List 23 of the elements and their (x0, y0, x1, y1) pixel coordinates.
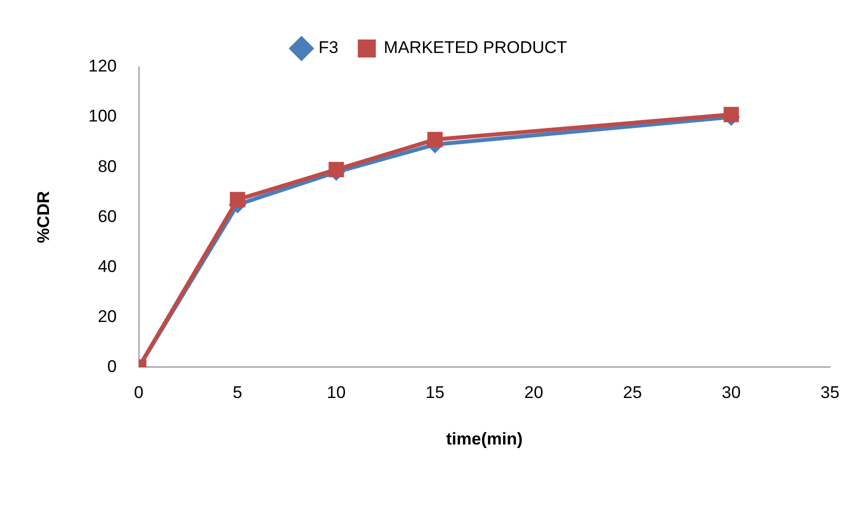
x-axis-title: time(min) (446, 429, 523, 448)
point (724, 106, 739, 122)
x-tick-label: 10 (326, 383, 346, 402)
y-tick-label: 40 (98, 256, 117, 276)
point (230, 192, 246, 208)
y-tick-label: 100 (88, 106, 117, 126)
x-tick-label: 5 (232, 383, 242, 402)
x-tick-label: 25 (623, 383, 642, 402)
x-tick-label: 0 (134, 383, 144, 402)
y-tick-label: 0 (107, 356, 117, 376)
x-tick-label: 35 (820, 383, 840, 402)
x-tick-label: 15 (426, 383, 444, 402)
y-tick-label: 20 (98, 306, 117, 326)
point (427, 132, 443, 148)
legend-label: F3 (318, 38, 338, 58)
y-axis-title: %CDR (34, 191, 53, 244)
y-tick-label: 80 (98, 156, 117, 176)
y-tick-label: 120 (88, 56, 117, 76)
legend-label: MARKETED PRODUCT (384, 38, 568, 58)
x-tick-label: 30 (722, 383, 741, 402)
point (328, 162, 344, 178)
y-tick-label: 60 (98, 206, 117, 226)
x-tick-label: 20 (524, 383, 544, 402)
